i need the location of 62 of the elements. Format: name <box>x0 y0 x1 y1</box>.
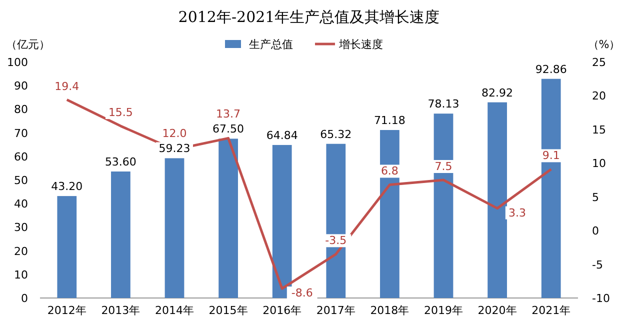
data-label: 71.18 <box>374 114 406 128</box>
data-label: 64.84 <box>266 128 298 142</box>
data-label: 7.5 <box>434 160 452 173</box>
data-label: 9.1 <box>542 149 560 162</box>
data-label: 6.8 <box>380 164 398 178</box>
y-tick-label: 80 <box>14 103 28 116</box>
y-tick-label: 20 <box>14 244 28 258</box>
data-label: 53.60 <box>104 156 136 168</box>
y-tick-label: 50 <box>14 174 28 187</box>
data-label: -8.6 <box>291 286 313 300</box>
x-tick-label: 2020年 <box>478 304 517 317</box>
y2-tick-label: 20 <box>592 90 606 103</box>
x-tick-label: 2015年 <box>208 304 248 317</box>
x-tick-label: 2012年 <box>47 304 86 317</box>
y2-tick-label: -10 <box>592 292 610 305</box>
data-label: -3.5 <box>325 234 347 248</box>
y-tick-label: 90 <box>14 80 28 93</box>
x-tick-label: 2016年 <box>262 304 302 317</box>
x-tick-label: 2017年 <box>316 304 356 317</box>
y-tick-label: 0 <box>21 292 28 305</box>
data-label: 13.7 <box>216 108 241 121</box>
data-label: 19.4 <box>54 80 80 93</box>
bar <box>272 144 292 298</box>
y2-tick-label: -5 <box>592 258 603 272</box>
legend-label: 生产总值 <box>249 38 293 51</box>
chart-title: 2012年-2021年生产总值及其增长速度 <box>178 8 440 26</box>
data-label: 12.0 <box>162 127 187 140</box>
x-tick-label: 2021年 <box>532 304 571 317</box>
data-label: 3.3 <box>508 206 526 220</box>
data-label: 15.5 <box>108 106 133 120</box>
bar <box>380 130 400 298</box>
y-tick-label: 100 <box>7 56 28 69</box>
data-label: 65.32 <box>320 128 352 141</box>
y-tick-label: 70 <box>14 126 28 140</box>
y2-tick-label: 0 <box>592 224 599 238</box>
x-tick-label: 2014年 <box>155 304 194 317</box>
bar <box>434 114 454 298</box>
bar <box>488 102 507 298</box>
bar <box>164 158 184 298</box>
y2-tick-label: 10 <box>592 157 606 170</box>
data-label: 82.92 <box>482 86 514 100</box>
y-tick-label: 10 <box>14 268 28 282</box>
y2-axis-title: （%） <box>588 38 618 51</box>
y-tick-label: 40 <box>14 198 28 211</box>
bar <box>57 196 77 298</box>
x-tick-label: 2013年 <box>101 304 140 317</box>
y-tick-label: 60 <box>14 150 28 164</box>
legend-label: 增长速度 <box>338 38 383 51</box>
bar <box>541 78 561 298</box>
y2-tick-label: 5 <box>592 190 599 204</box>
y2-tick-label: 25 <box>592 56 606 69</box>
y2-tick-label: 15 <box>592 123 606 136</box>
bar <box>218 138 238 298</box>
x-tick-label: 2018年 <box>370 304 410 317</box>
y-axis-title: （亿元） <box>6 38 50 51</box>
data-label: 92.86 <box>535 62 567 76</box>
bar <box>111 172 130 298</box>
data-label: 43.20 <box>51 180 83 194</box>
y-tick-label: 30 <box>14 221 28 234</box>
x-tick-label: 2019年 <box>424 304 463 317</box>
data-label: 67.50 <box>212 122 244 136</box>
data-label: 78.13 <box>428 98 460 111</box>
